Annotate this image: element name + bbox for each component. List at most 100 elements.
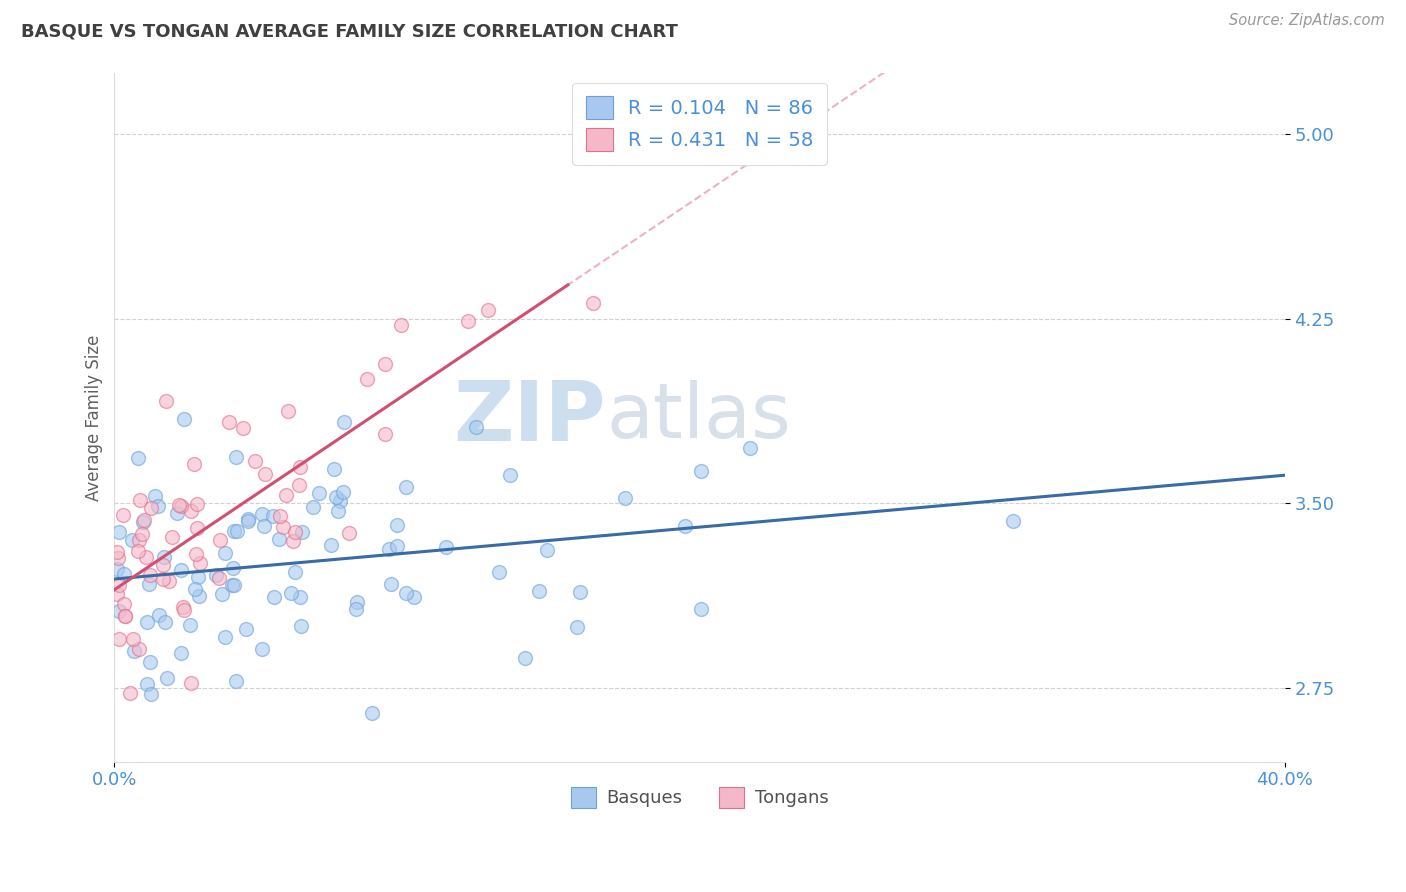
Point [218, 415, 240, 429]
Point [170, 563, 193, 577]
Point [253, 467, 276, 482]
Point [290, 460, 312, 475]
Point [156, 671, 179, 685]
Point [488, 565, 510, 579]
Point [139, 655, 162, 669]
Point [135, 677, 157, 691]
Point [127, 451, 149, 466]
Text: Source: ZipAtlas.com: Source: ZipAtlas.com [1229, 13, 1385, 29]
Point [129, 492, 152, 507]
Point [127, 544, 149, 558]
Point [387, 540, 409, 554]
Point [402, 590, 425, 604]
Point [269, 509, 291, 524]
Point [132, 516, 155, 530]
Point [380, 577, 402, 591]
Point [464, 420, 486, 434]
Point [107, 550, 129, 565]
Point [139, 687, 162, 701]
Point [225, 674, 247, 689]
Point [136, 615, 159, 629]
Point [152, 549, 174, 564]
Point [143, 489, 166, 503]
Point [157, 574, 180, 589]
Point [323, 462, 346, 476]
Point [499, 468, 522, 483]
Point [1001, 514, 1024, 528]
Point [243, 454, 266, 468]
Point [128, 642, 150, 657]
Point [188, 590, 211, 604]
Point [321, 538, 343, 552]
Point [105, 562, 128, 576]
Point [225, 450, 247, 464]
Point [179, 618, 201, 632]
Point [222, 561, 245, 575]
Point [114, 609, 136, 624]
Point [738, 441, 761, 455]
Point [273, 520, 295, 534]
Point [277, 403, 299, 417]
Point [613, 491, 636, 505]
Point [209, 533, 232, 547]
Point [166, 506, 188, 520]
Point [232, 421, 254, 435]
Point [186, 497, 208, 511]
Point [457, 314, 479, 328]
Point [689, 464, 711, 478]
Point [263, 590, 285, 604]
Point [378, 542, 401, 557]
Point [328, 503, 350, 517]
Point [582, 296, 605, 310]
Point [214, 546, 236, 560]
Point [221, 578, 243, 592]
Point [148, 607, 170, 622]
Point [253, 519, 276, 533]
Point [332, 485, 354, 500]
Point [138, 576, 160, 591]
Point [356, 372, 378, 386]
Point [389, 318, 412, 332]
Point [284, 565, 307, 579]
Point [250, 641, 273, 656]
Text: BASQUE VS TONGAN AVERAGE FAMILY SIZE CORRELATION CHART: BASQUE VS TONGAN AVERAGE FAMILY SIZE COR… [21, 22, 678, 40]
Point [183, 457, 205, 471]
Point [269, 532, 291, 546]
Point [211, 587, 233, 601]
Point [250, 508, 273, 522]
Point [188, 556, 211, 570]
Point [290, 590, 312, 604]
Point [173, 412, 195, 426]
Point [208, 571, 231, 585]
Point [107, 604, 129, 618]
Point [565, 620, 588, 634]
Point [155, 394, 177, 409]
Point [167, 498, 190, 512]
Point [114, 597, 136, 611]
Point [284, 524, 307, 539]
Y-axis label: Average Family Size: Average Family Size [86, 334, 103, 500]
Point [360, 706, 382, 721]
Point [374, 427, 396, 442]
Point [214, 630, 236, 644]
Point [515, 650, 537, 665]
Point [434, 540, 457, 554]
Point [186, 521, 208, 535]
Point [308, 486, 330, 500]
Point [170, 646, 193, 660]
Point [673, 518, 696, 533]
Point [226, 524, 249, 538]
Point [114, 609, 136, 624]
Point [112, 567, 135, 582]
Point [477, 302, 499, 317]
Point [139, 567, 162, 582]
Point [135, 550, 157, 565]
Point [346, 595, 368, 609]
Point [385, 518, 408, 533]
Legend: Basques, Tongans: Basques, Tongans [564, 780, 835, 814]
Point [128, 533, 150, 547]
Point [224, 577, 246, 591]
Text: atlas: atlas [606, 380, 790, 454]
Text: ZIP: ZIP [454, 377, 606, 458]
Point [108, 632, 131, 647]
